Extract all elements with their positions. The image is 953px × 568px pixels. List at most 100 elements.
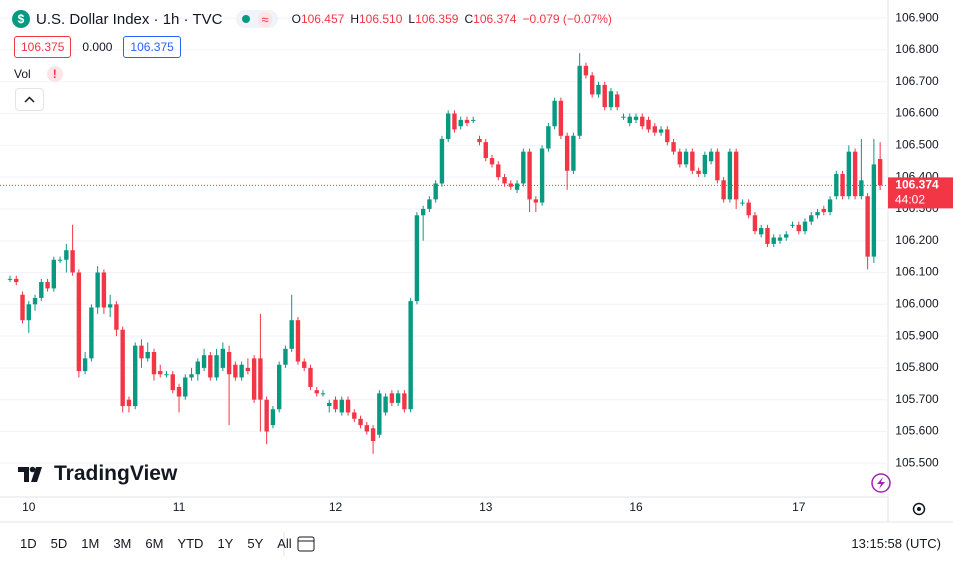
- candle-body: [32, 297, 38, 305]
- period-button[interactable]: 1Y: [217, 536, 234, 551]
- candle-body: [721, 180, 726, 200]
- ohlc-item: L106.359: [408, 12, 458, 26]
- candle-body: [258, 358, 263, 400]
- candle-body: [446, 113, 451, 139]
- candle-body: [827, 199, 833, 213]
- candle-body: [658, 129, 664, 133]
- candle-body: [289, 320, 294, 349]
- candle-body: [345, 399, 351, 413]
- candle-body: [677, 151, 683, 165]
- collapse-button[interactable]: [15, 88, 44, 111]
- candle-body: [101, 272, 107, 308]
- candle-body: [333, 399, 338, 410]
- candle-body: [408, 301, 413, 410]
- legend-header: $ U.S. Dollar Index · 1h · TVC ≈ O106.45…: [12, 8, 612, 30]
- candle-body: [251, 358, 257, 400]
- x-tick-label: 16: [629, 500, 643, 514]
- symbol-title[interactable]: U.S. Dollar Index · 1h · TVC: [36, 10, 223, 28]
- candle-body: [420, 208, 426, 216]
- candle-body: [777, 237, 783, 241]
- input-value[interactable]: 106.375: [14, 36, 72, 58]
- ohlc-label: H: [350, 12, 359, 26]
- candle-body: [320, 393, 326, 395]
- y-tick-label: 105.600: [895, 424, 939, 438]
- candle-body: [564, 135, 570, 171]
- candle-body: [514, 183, 520, 190]
- logo[interactable]: TradingView: [18, 462, 177, 486]
- candle-body: [14, 278, 19, 283]
- settings-icon-core: [917, 507, 921, 511]
- candle-body: [208, 355, 213, 378]
- input-value[interactable]: 106.375: [123, 36, 181, 58]
- candle-body: [133, 345, 138, 407]
- y-tick-label: 105.900: [895, 328, 939, 342]
- candle-body: [201, 355, 207, 368]
- candle-body: [765, 227, 770, 244]
- candle-body: [502, 177, 507, 184]
- candle-body: [89, 307, 94, 359]
- market-status[interactable]: ≈: [236, 10, 278, 28]
- period-button[interactable]: 1D: [20, 536, 37, 551]
- candle-body: [840, 173, 845, 197]
- candle-body: [364, 425, 370, 432]
- y-tick-label: 106.500: [895, 137, 939, 151]
- candle-body: [871, 164, 877, 257]
- candle-body: [383, 396, 388, 413]
- candle-body: [39, 282, 44, 298]
- candle-body: [245, 367, 251, 372]
- candle-body: [107, 304, 113, 308]
- bar-countdown: 44:02: [895, 193, 925, 207]
- candle-body: [521, 151, 526, 184]
- y-tick-label: 106.100: [895, 265, 939, 279]
- candle-body: [270, 409, 276, 426]
- candle-body: [458, 119, 463, 127]
- candle-body: [715, 151, 720, 181]
- logo-mark: [18, 466, 42, 482]
- candle-body: [233, 364, 238, 378]
- period-button[interactable]: 1M: [81, 536, 100, 551]
- logo-text: TradingView: [54, 462, 178, 485]
- candle-body: [439, 138, 445, 184]
- ohlc-label: L: [408, 12, 416, 26]
- period-bar: 1D 5D 1M 3M 6M YTD 1Y 5Y All: [13, 534, 299, 554]
- candle-body: [583, 65, 589, 76]
- period-button[interactable]: 5Y: [247, 536, 264, 551]
- candle-body: [483, 142, 488, 159]
- candle-body: [195, 361, 200, 375]
- period-button[interactable]: YTD: [177, 536, 204, 551]
- candle-body: [733, 151, 739, 200]
- volume-alert[interactable]: !: [46, 66, 63, 82]
- candle-body: [796, 224, 801, 232]
- clock[interactable]: 13:15:58 (UTC): [851, 536, 941, 551]
- candle-body: [283, 348, 288, 365]
- candle-body: [145, 352, 150, 359]
- candle-body: [308, 367, 313, 387]
- candle-body: [477, 138, 482, 143]
- candle-body: [746, 202, 751, 216]
- candle-body: [377, 393, 382, 435]
- candle-body: [471, 119, 476, 121]
- candle-body: [226, 352, 232, 375]
- candle-body: [389, 393, 395, 403]
- ohlc-item: O106.457: [292, 12, 345, 26]
- last-price-box: [888, 177, 953, 209]
- candle-body: [82, 358, 88, 372]
- candle-body: [352, 412, 357, 419]
- candle-body: [414, 215, 420, 302]
- period-button[interactable]: All: [277, 536, 292, 551]
- candle-body: [158, 371, 163, 375]
- period-button[interactable]: 3M: [113, 536, 132, 551]
- candle-body: [370, 428, 376, 442]
- input-value[interactable]: 0.000: [82, 40, 113, 54]
- period-button[interactable]: 6M: [145, 536, 164, 551]
- ohlc-label: C: [464, 12, 474, 26]
- candle-body: [771, 237, 776, 244]
- volume-label[interactable]: Vol: [14, 67, 31, 81]
- candle-body: [76, 272, 82, 372]
- candle-body: [834, 173, 839, 197]
- candle-body: [759, 227, 764, 235]
- volume-legend: Vol!: [14, 66, 63, 82]
- period-button[interactable]: 5D: [50, 536, 68, 551]
